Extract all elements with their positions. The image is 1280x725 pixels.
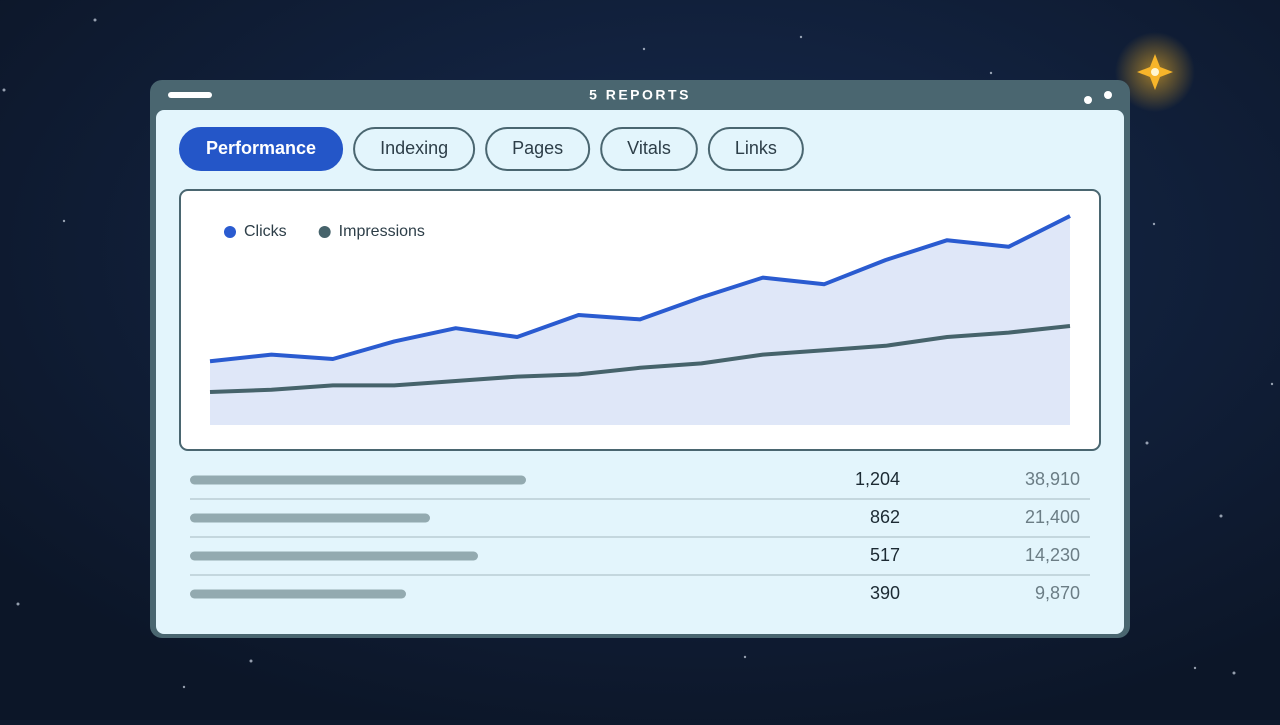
tab[interactable]	[353, 127, 476, 171]
tab-label[interactable]: Pages	[512, 138, 563, 158]
series-line	[209, 324, 1071, 394]
report-table: 1,204 38,910 862 21,400 517 14,230 390 9,870	[190, 469, 1090, 603]
stars	[2, 18, 1274, 689]
row-placeholder-bar	[190, 589, 406, 599]
impressions-cell: 14,230	[1025, 545, 1080, 565]
tab[interactable]	[600, 127, 698, 171]
legend-swatch	[224, 226, 236, 238]
window-dot	[1084, 96, 1092, 104]
window-title: 5 REPORTS	[589, 87, 691, 103]
chart: Clicks Impressions	[209, 214, 1071, 425]
clicks-cell: 390	[870, 583, 900, 603]
row-placeholder-bar	[190, 551, 478, 561]
impressions-cell: 9,870	[1035, 583, 1080, 603]
window-dot	[1104, 91, 1112, 99]
tab[interactable]	[179, 127, 344, 171]
clicks-cell: 1,204	[855, 469, 900, 489]
tab-label[interactable]: Links	[735, 138, 777, 158]
impressions-cell: 21,400	[1025, 507, 1080, 527]
legend-swatch	[318, 226, 331, 238]
tab[interactable]	[485, 127, 591, 171]
row-placeholder-bar	[190, 475, 526, 485]
tab-label[interactable]: Indexing	[380, 138, 448, 158]
tab-label[interactable]: Performance	[206, 138, 316, 158]
star-center	[1151, 68, 1159, 76]
row-placeholder-bar	[190, 513, 430, 523]
legend-label: Clicks	[244, 223, 287, 240]
window-handle	[168, 92, 212, 98]
tab-label[interactable]: Vitals	[627, 138, 671, 158]
clicks-cell: 862	[870, 507, 900, 527]
series-line	[209, 214, 1071, 364]
tab[interactable]	[707, 127, 804, 171]
clicks-cell: 517	[870, 545, 900, 565]
tab-bar: Performance Indexing Pages Vitals Links	[179, 127, 804, 171]
impressions-cell: 38,910	[1025, 469, 1080, 489]
legend-label: Impressions	[339, 223, 425, 240]
